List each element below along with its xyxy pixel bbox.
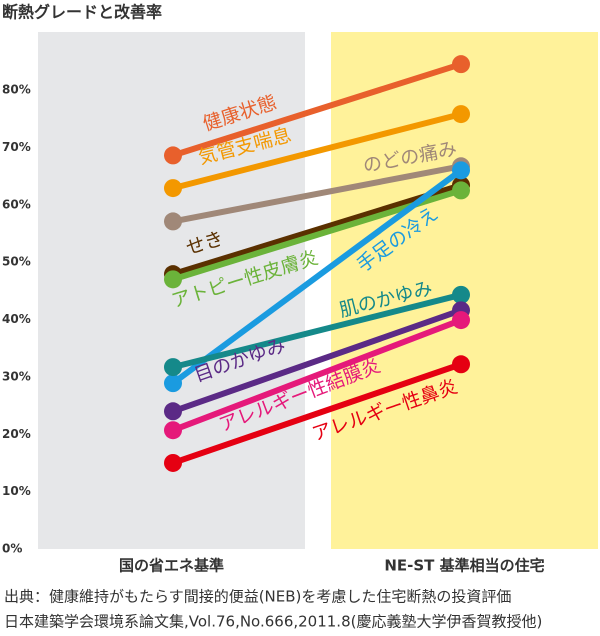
point: [164, 270, 182, 289]
source-line: 出典：健康維持がもたらす間接的便益(NEB)を考慮した住宅断熱の投資評価: [4, 588, 511, 606]
series-line: [172, 61, 462, 159]
y-tick-label: 0%: [2, 542, 22, 556]
point: [164, 179, 182, 198]
y-tick-label: 30%: [2, 369, 31, 383]
point: [452, 311, 470, 330]
point: [452, 105, 470, 124]
y-tick-label: 70%: [2, 140, 31, 154]
y-tick-label: 50%: [2, 255, 31, 269]
point: [452, 161, 470, 180]
series-line: [172, 291, 462, 371]
point: [164, 374, 182, 393]
point: [164, 212, 182, 231]
point: [164, 146, 182, 165]
series-line: [171, 167, 463, 386]
y-tick-label: 20%: [2, 427, 31, 441]
chart-title: 断熱グレードと改善率: [2, 3, 162, 22]
point: [164, 421, 182, 440]
point: [164, 453, 182, 472]
series-line: [172, 361, 462, 466]
series-line: [172, 111, 462, 192]
y-tick-label: 80%: [2, 83, 31, 97]
x-tick-label: NE-ST 基準相当の住宅: [384, 557, 544, 575]
source-line: 日本建築学会環境系論文集,Vol.76,No.666,2011.8(慶応義塾大学…: [4, 613, 542, 631]
y-tick-label: 10%: [2, 484, 31, 498]
y-tick-label: 60%: [2, 197, 31, 211]
series-line: [172, 307, 462, 415]
series-line: [171, 317, 463, 434]
y-tick-label: 40%: [2, 312, 31, 326]
point: [452, 55, 470, 74]
point: [452, 285, 470, 304]
point: [164, 358, 182, 377]
series-line: [172, 182, 462, 278]
series-line: [172, 163, 462, 225]
point: [452, 355, 470, 374]
point: [452, 181, 470, 200]
point: [164, 402, 182, 421]
x-tick-label: 国の省エネ基準: [119, 557, 224, 575]
